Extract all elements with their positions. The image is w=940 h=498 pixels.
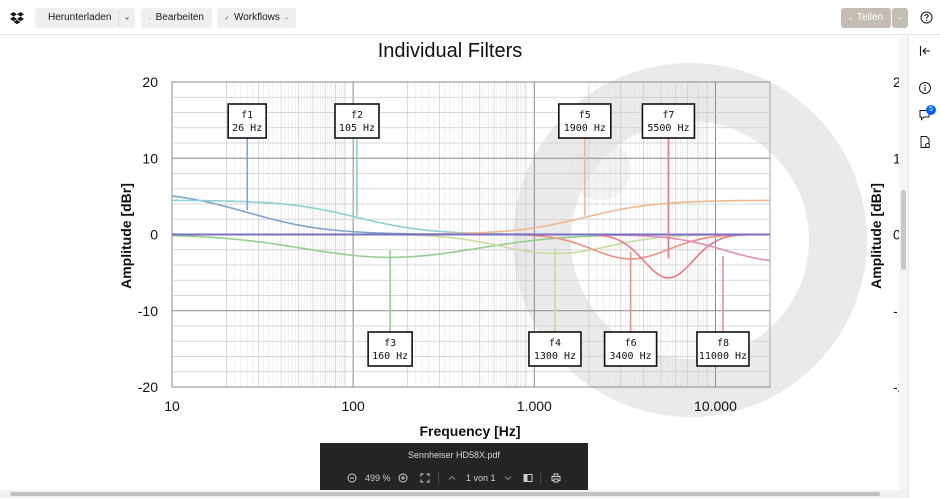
- share-icon: [849, 16, 852, 20]
- document-viewer[interactable]: f1 26 Hz f2 105 Hz f3 160 Hz f4 1300 Hz f5 1900 H…: [0, 36, 908, 490]
- filter-freq-f6: 3400 Hz: [610, 351, 652, 362]
- chart-title: Individual Filters: [378, 40, 523, 62]
- filter-label-box-f7: [641, 103, 696, 139]
- filter-label-box-f6: [603, 331, 658, 367]
- filter-freq-f8: 11000 Hz: [699, 351, 747, 362]
- print-icon[interactable]: [551, 473, 561, 483]
- chevron-up-icon[interactable]: [447, 473, 457, 483]
- filter-label-box-f2: [334, 103, 380, 139]
- filter-name-f4: f4: [549, 338, 561, 349]
- filter-label-box-f1: [227, 103, 267, 139]
- filter-label-box-f3: [367, 331, 413, 367]
- help-icon[interactable]: [920, 11, 933, 24]
- x-axis-label: Frequency [Hz]: [419, 423, 520, 439]
- info-icon[interactable]: [918, 81, 932, 95]
- fullscreen-icon[interactable]: [420, 473, 430, 483]
- x-tick-label: 1.000: [517, 398, 552, 414]
- share-options-button[interactable]: [892, 8, 908, 28]
- filter-label-box-f4: [528, 331, 582, 367]
- chevron-down-icon: [125, 16, 129, 20]
- workflows-button[interactable]: Workflows: [217, 8, 296, 28]
- x-tick-label: 10: [164, 398, 180, 414]
- y-tick-label: 10: [142, 150, 158, 166]
- right-sidebar: 5: [908, 35, 940, 498]
- filter-freq-f5: 1900 Hz: [564, 123, 606, 134]
- workflows-label: Workflows: [233, 12, 280, 23]
- toolbar-divider: [438, 472, 439, 484]
- filter-label-box-f8: [696, 331, 750, 367]
- filter-name-f6: f6: [625, 338, 637, 349]
- dropbox-logo-icon[interactable]: [10, 11, 24, 25]
- y-tick-label: -20: [138, 379, 158, 395]
- filter-freq-f3: 160 Hz: [372, 351, 408, 362]
- filter-name-f8: f8: [717, 338, 729, 349]
- edit-label: Bearbeiten: [155, 12, 204, 23]
- filter-freq-f7: 5500 Hz: [647, 123, 689, 134]
- filter-freq-f1: 26 Hz: [232, 123, 262, 134]
- filter-freq-f2: 105 Hz: [339, 123, 375, 134]
- filter-name-f2: f2: [351, 110, 363, 121]
- y-tick-label: -10: [138, 303, 158, 319]
- filter-label-box-f5: [558, 103, 612, 139]
- y-tick-label-right: 0: [893, 227, 901, 243]
- toolbar-divider: [540, 472, 541, 484]
- sidebar-toggle-icon[interactable]: [523, 473, 533, 483]
- y-axis-label: Amplitude [dBr]: [118, 183, 134, 289]
- chart: f1 26 Hz f2 105 Hz f3 160 Hz f4 1300 Hz f5 1900 H…: [118, 40, 908, 439]
- download-label: Herunterladen: [48, 12, 112, 23]
- edit-button[interactable]: Bearbeiten: [141, 8, 212, 28]
- pdf-toolbar: Sennheiser HD58X.pdf 499 % 1 von 1: [320, 443, 588, 490]
- top-bar: Herunterladen Bearbeiten Workflows Teile…: [0, 0, 940, 35]
- filter-freq-f4: 1300 Hz: [534, 351, 576, 362]
- filter-name-f7: f7: [662, 110, 674, 121]
- chevron-down-icon: [285, 17, 288, 19]
- download-options-button[interactable]: [118, 8, 135, 28]
- y-axis-label-right: Amplitude [dBr]: [868, 183, 884, 289]
- y-tick-label: 20: [142, 74, 158, 90]
- pencil-icon: [149, 17, 151, 19]
- workflow-icon: [225, 16, 229, 20]
- zoom-out-icon[interactable]: [347, 473, 357, 483]
- chart-labels: Individual Filters2020101000-10-10-20-20…: [118, 40, 908, 439]
- page-indicator: 1 von 1: [466, 473, 496, 483]
- filter-markers: f1 26 Hz f2 105 Hz f3 160 Hz f4 1300 Hz f5 1900 H…: [227, 103, 750, 367]
- file-name: Sennheiser HD58X.pdf: [407, 450, 501, 460]
- x-tick-label: 10.000: [694, 398, 737, 414]
- filter-name-f3: f3: [384, 338, 396, 349]
- zoom-level[interactable]: 499 %: [365, 473, 391, 483]
- chevron-down-icon: [898, 16, 902, 20]
- filter-name-f1: f1: [241, 110, 253, 121]
- zoom-in-icon[interactable]: [398, 473, 408, 483]
- chart-grid: [171, 81, 771, 388]
- collapse-panel-icon[interactable]: [918, 44, 932, 58]
- x-tick-label: 100: [341, 398, 365, 414]
- vertical-scroll-thumb[interactable]: [901, 190, 906, 270]
- download-button[interactable]: Herunterladen: [35, 8, 118, 28]
- comment-count-badge: 5: [926, 105, 936, 115]
- chevron-down-icon[interactable]: [503, 473, 513, 483]
- filter-name-f5: f5: [579, 110, 591, 121]
- share-button[interactable]: Teilen: [841, 8, 891, 28]
- chart-series: [171, 195, 771, 279]
- file-activity-icon[interactable]: [918, 135, 932, 149]
- share-label: Teilen: [856, 12, 883, 23]
- horizontal-scroll-thumb[interactable]: [10, 492, 880, 496]
- y-tick-label: 0: [150, 227, 158, 243]
